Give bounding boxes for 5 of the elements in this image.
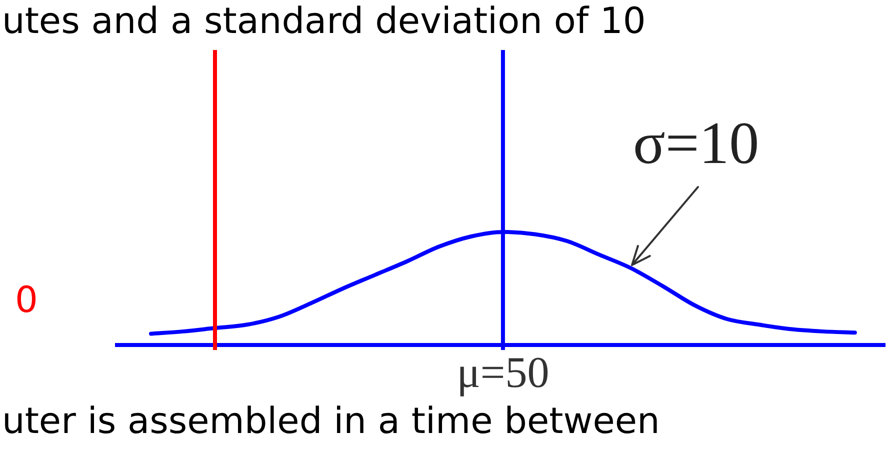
text: σ=10 xyxy=(633,110,760,176)
text: uter is assembled in a time between xyxy=(2,401,660,442)
text: 0 xyxy=(15,280,38,321)
text: μ=50 xyxy=(456,348,550,398)
text: utes and a standard deviation of 10 xyxy=(2,1,646,42)
